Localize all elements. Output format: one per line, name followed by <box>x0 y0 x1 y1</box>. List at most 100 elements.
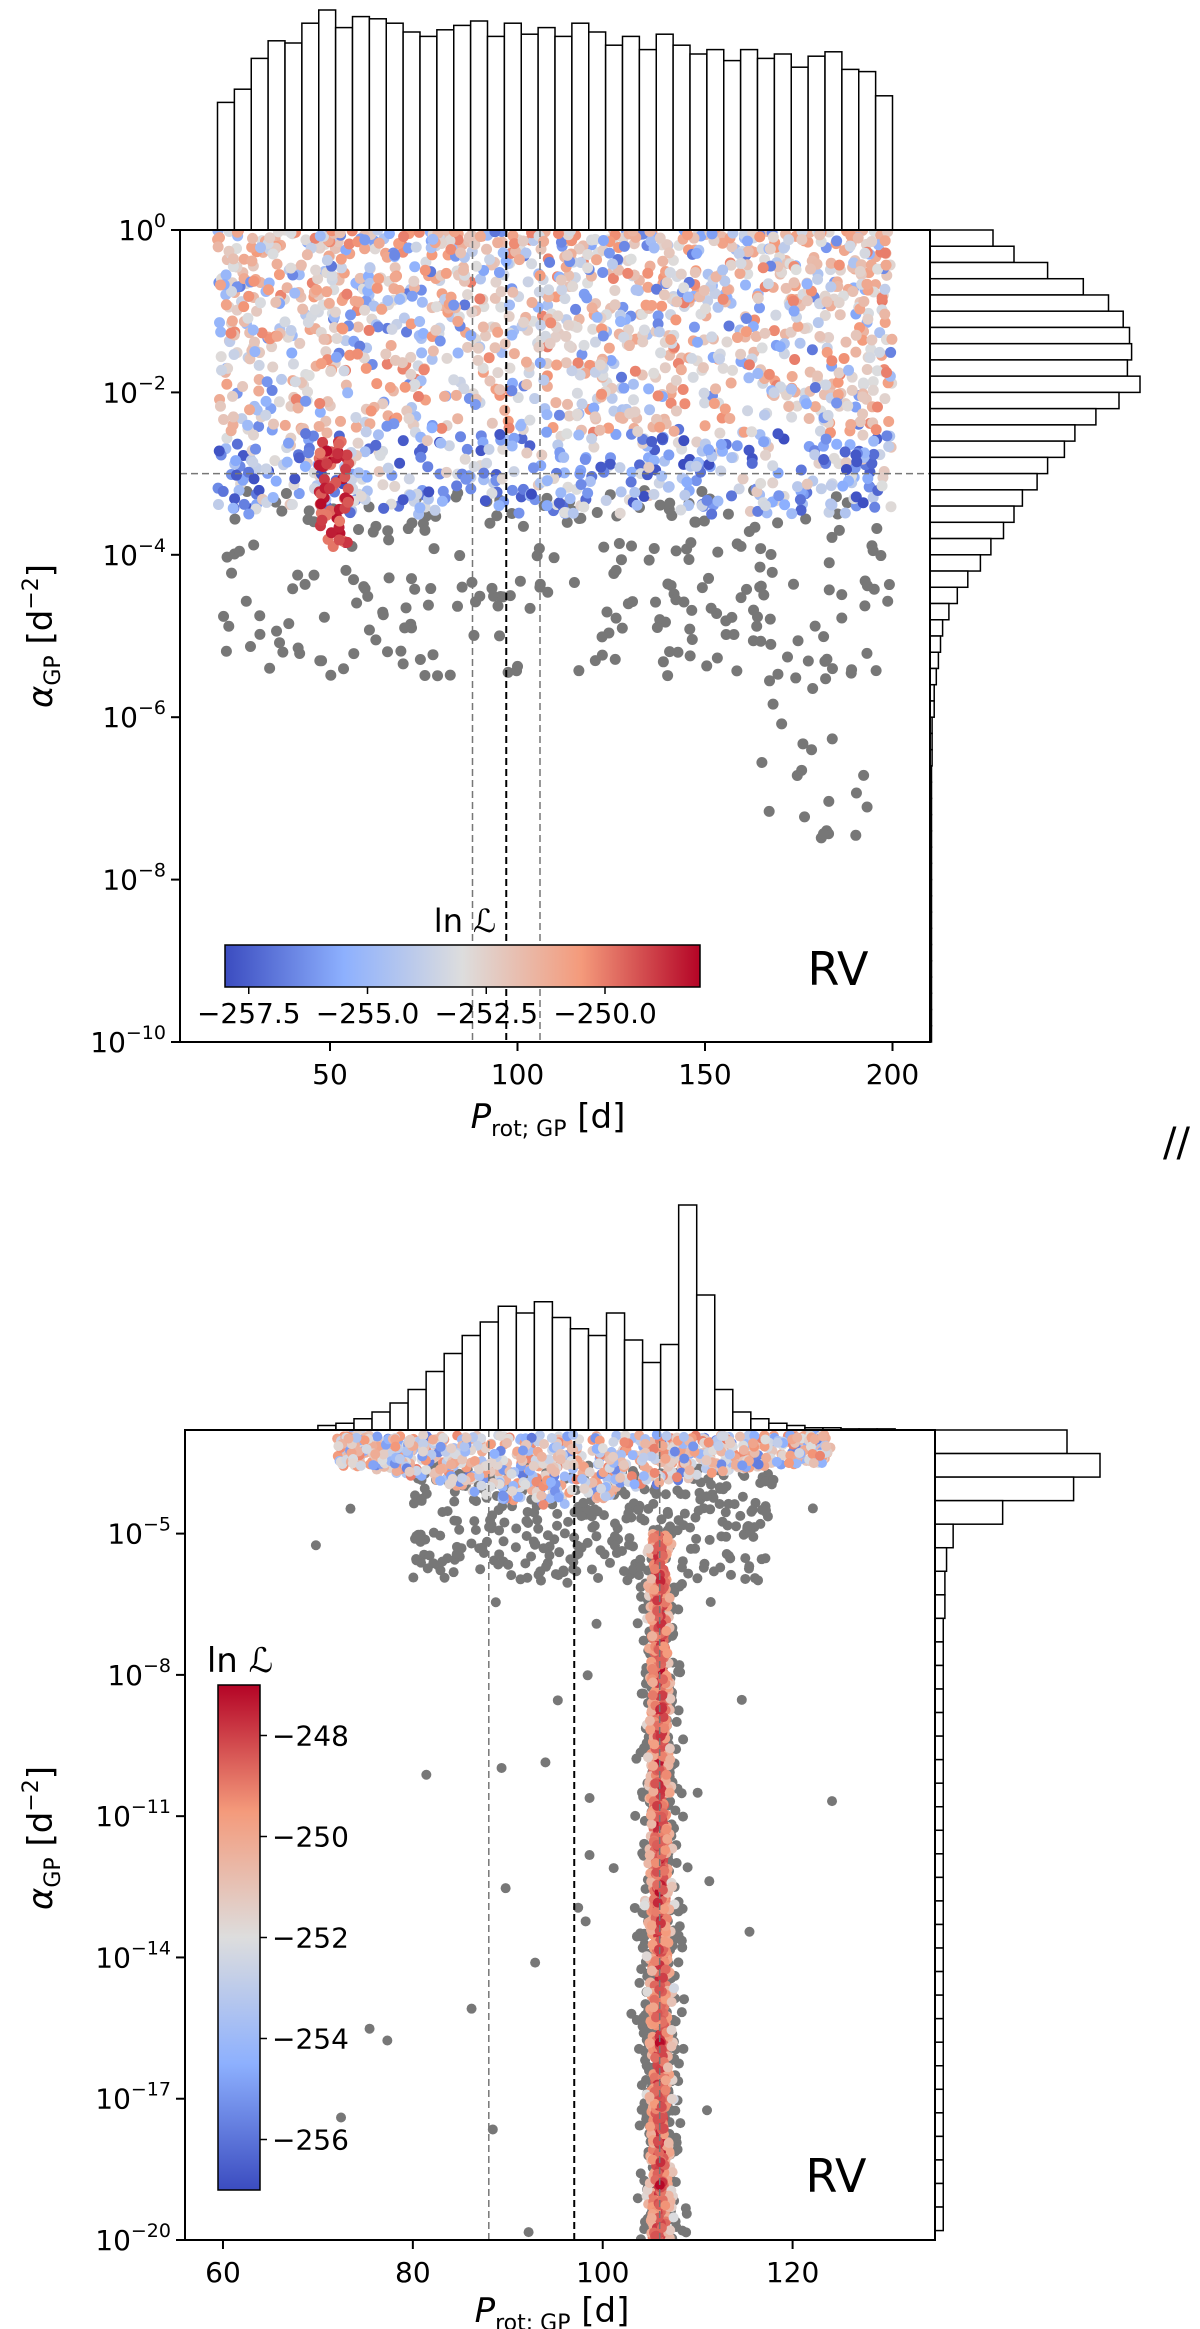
data-point <box>418 1430 429 1441</box>
data-point <box>866 334 878 346</box>
data-point-gray <box>399 622 411 634</box>
data-point-gray <box>609 653 621 665</box>
data-point <box>606 392 618 404</box>
data-point-gray <box>601 606 613 618</box>
data-point <box>286 347 298 359</box>
data-point <box>587 1477 598 1488</box>
data-point-gray <box>634 1977 645 1988</box>
hist-y-bar <box>929 602 950 621</box>
panel-2-hist-x <box>317 1204 896 1431</box>
data-point <box>401 326 413 338</box>
data-point <box>389 262 401 274</box>
data-point <box>560 330 572 342</box>
data-point <box>492 367 504 379</box>
data-point <box>809 449 821 461</box>
data-point-gray <box>675 2118 686 2129</box>
data-point <box>677 384 689 396</box>
data-point <box>573 243 585 255</box>
data-point <box>564 230 576 237</box>
data-point <box>389 480 401 492</box>
data-point-gray <box>628 1564 639 1575</box>
data-point <box>513 507 525 519</box>
data-point <box>760 1434 771 1445</box>
data-point <box>759 409 771 421</box>
data-point-gray <box>526 1551 537 1562</box>
data-point <box>499 404 511 416</box>
data-point-gray <box>711 652 723 664</box>
data-point <box>405 351 417 363</box>
data-point <box>403 473 415 485</box>
data-point-gray <box>818 828 830 840</box>
hist-y-bar <box>934 1735 944 1761</box>
data-point <box>446 1459 457 1470</box>
hist-x-bar <box>677 1204 698 1431</box>
data-point-gray <box>569 1532 580 1543</box>
data-point <box>723 320 735 332</box>
data-point <box>573 429 585 441</box>
data-point-gray <box>643 554 655 566</box>
data-point-gray <box>679 1994 690 2005</box>
hist-x-bar <box>233 88 252 231</box>
data-point <box>226 286 238 298</box>
data-point-gray <box>635 1747 646 1758</box>
data-point <box>538 374 550 386</box>
data-point <box>800 398 812 410</box>
data-point <box>555 236 567 248</box>
data-point <box>579 1483 590 1494</box>
data-point-gray <box>264 662 276 674</box>
hist-y-bar <box>929 310 1124 329</box>
data-point <box>233 484 245 496</box>
hist-y-bar <box>934 1805 944 1832</box>
data-point <box>287 358 299 370</box>
hist-y-bar <box>929 570 969 589</box>
data-point <box>310 264 322 276</box>
data-point <box>231 230 243 238</box>
data-point <box>477 362 489 374</box>
data-point-gray <box>408 1572 419 1583</box>
data-point <box>821 346 833 358</box>
data-point-gray <box>340 564 352 576</box>
data-point <box>854 265 866 277</box>
data-point <box>725 259 737 271</box>
data-point <box>465 483 477 495</box>
data-point <box>846 384 858 396</box>
data-point <box>572 357 584 369</box>
data-point <box>559 1471 570 1482</box>
data-point <box>289 287 301 299</box>
data-point-gray <box>823 795 835 807</box>
data-point-gray <box>568 577 580 589</box>
data-point-gray <box>533 1523 544 1534</box>
data-point <box>698 387 710 399</box>
data-point <box>721 284 733 296</box>
data-point <box>874 327 886 339</box>
data-point <box>281 456 293 468</box>
hist-y-bar <box>929 407 1097 426</box>
data-point <box>814 425 826 437</box>
data-point <box>549 1466 560 1477</box>
data-point <box>594 359 606 371</box>
data-point-gray <box>310 1540 321 1551</box>
data-point-gray <box>400 602 412 614</box>
data-point <box>231 438 243 450</box>
data-point-gray <box>768 1474 779 1485</box>
data-point <box>740 326 752 338</box>
hist-y-bar <box>934 1499 1004 1525</box>
data-point <box>492 326 504 338</box>
data-point-gray <box>318 611 330 623</box>
data-point <box>493 266 505 278</box>
data-point <box>717 264 729 276</box>
data-point <box>754 231 766 243</box>
data-point-gray <box>636 2080 647 2091</box>
data-point-gray <box>686 633 698 645</box>
panel-1-axes-frame <box>179 229 931 1043</box>
data-point <box>881 430 893 442</box>
data-point <box>832 376 844 388</box>
data-point <box>536 449 548 461</box>
data-point <box>293 488 305 500</box>
data-point <box>490 276 502 288</box>
data-point <box>396 357 408 369</box>
data-point <box>876 292 888 304</box>
data-point-gray <box>345 1503 356 1514</box>
data-point <box>678 435 690 447</box>
